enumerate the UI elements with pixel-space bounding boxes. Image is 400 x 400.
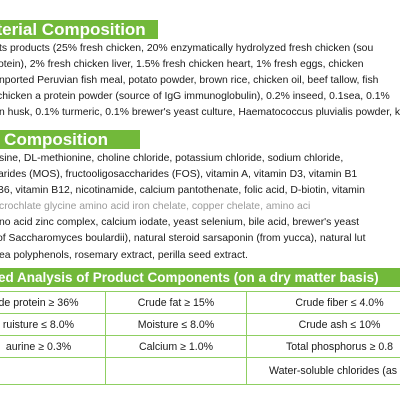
- raw-material-section-header: aterial Composition: [0, 20, 158, 39]
- additive-line: arides (MOS), fructooligosaccharides (FO…: [0, 169, 358, 181]
- additive-section-header: e Composition: [0, 130, 140, 149]
- table-cell: Crude ash ≤ 10%: [298, 318, 381, 331]
- table-cell: de protein ≥ 36%: [0, 296, 79, 309]
- table-cell: Crude fat ≥ 15%: [137, 296, 215, 309]
- additive-line: crochlate glycine amino acid iron chelat…: [0, 201, 311, 213]
- additive-line: sine, DL-methionine, choline chloride, p…: [0, 153, 344, 164]
- additive-line: of Saccharomyces boulardii), natural ste…: [0, 233, 366, 245]
- additive-line: no acid zinc complex, calcium iodate, ye…: [0, 217, 360, 229]
- raw-material-title: aterial Composition: [0, 20, 146, 39]
- additive-paragraph: sine, DL-methionine, choline chloride, p…: [0, 151, 400, 264]
- additive-line: B6, vitamin B12, nicotinamide, calcium p…: [0, 185, 365, 197]
- guaranteed-analysis-table: de protein ≥ 36% Crude fat ≥ 15% Crude f…: [0, 291, 400, 385]
- table-cell: Water-soluble chlorides (as Cl: [269, 365, 400, 377]
- table-cell: aurine ≥ 0.3%: [5, 340, 72, 353]
- raw-material-paragraph: ts products (25% fresh chicken, 20% enzy…: [0, 41, 400, 121]
- table-cell: ruisture ≤ 8.0%: [2, 318, 75, 331]
- table-cell: Total phosphorus ≥ 0.8: [285, 340, 394, 353]
- table-cell: Calcium ≥ 1.0%: [138, 340, 214, 353]
- table-cell: Moisture ≤ 8.0%: [137, 318, 215, 331]
- table-row: Water-soluble chlorides (as Cl: [0, 357, 400, 385]
- guaranteed-analysis-title: teed Analysis of Product Components (on …: [0, 270, 379, 285]
- raw-material-line: chicken a protein powder (source of IgG …: [0, 91, 390, 103]
- table-cell: Crude fiber ≤ 4.0%: [295, 296, 384, 309]
- table-row: aurine ≥ 0.3% Calcium ≥ 1.0% Total phosp…: [0, 335, 400, 358]
- table-row: de protein ≥ 36% Crude fat ≥ 15% Crude f…: [0, 291, 400, 314]
- additive-title: e Composition: [0, 130, 109, 149]
- raw-material-line: otein), 2% fresh chicken liver, 1.5% fre…: [0, 59, 364, 71]
- raw-material-line: ts products (25% fresh chicken, 20% enzy…: [0, 43, 374, 54]
- raw-material-line: n husk, 0.1% turmeric, 0.1% brewer's yea…: [0, 107, 400, 119]
- raw-material-line: nported Peruvian fish meal, potato powde…: [0, 75, 379, 87]
- additive-line: ea polyphenols, rosemary extract, perill…: [0, 249, 248, 261]
- guaranteed-analysis-section-header: teed Analysis of Product Components (on …: [0, 268, 400, 287]
- table-row: ruisture ≤ 8.0% Moisture ≤ 8.0% Crude as…: [0, 313, 400, 336]
